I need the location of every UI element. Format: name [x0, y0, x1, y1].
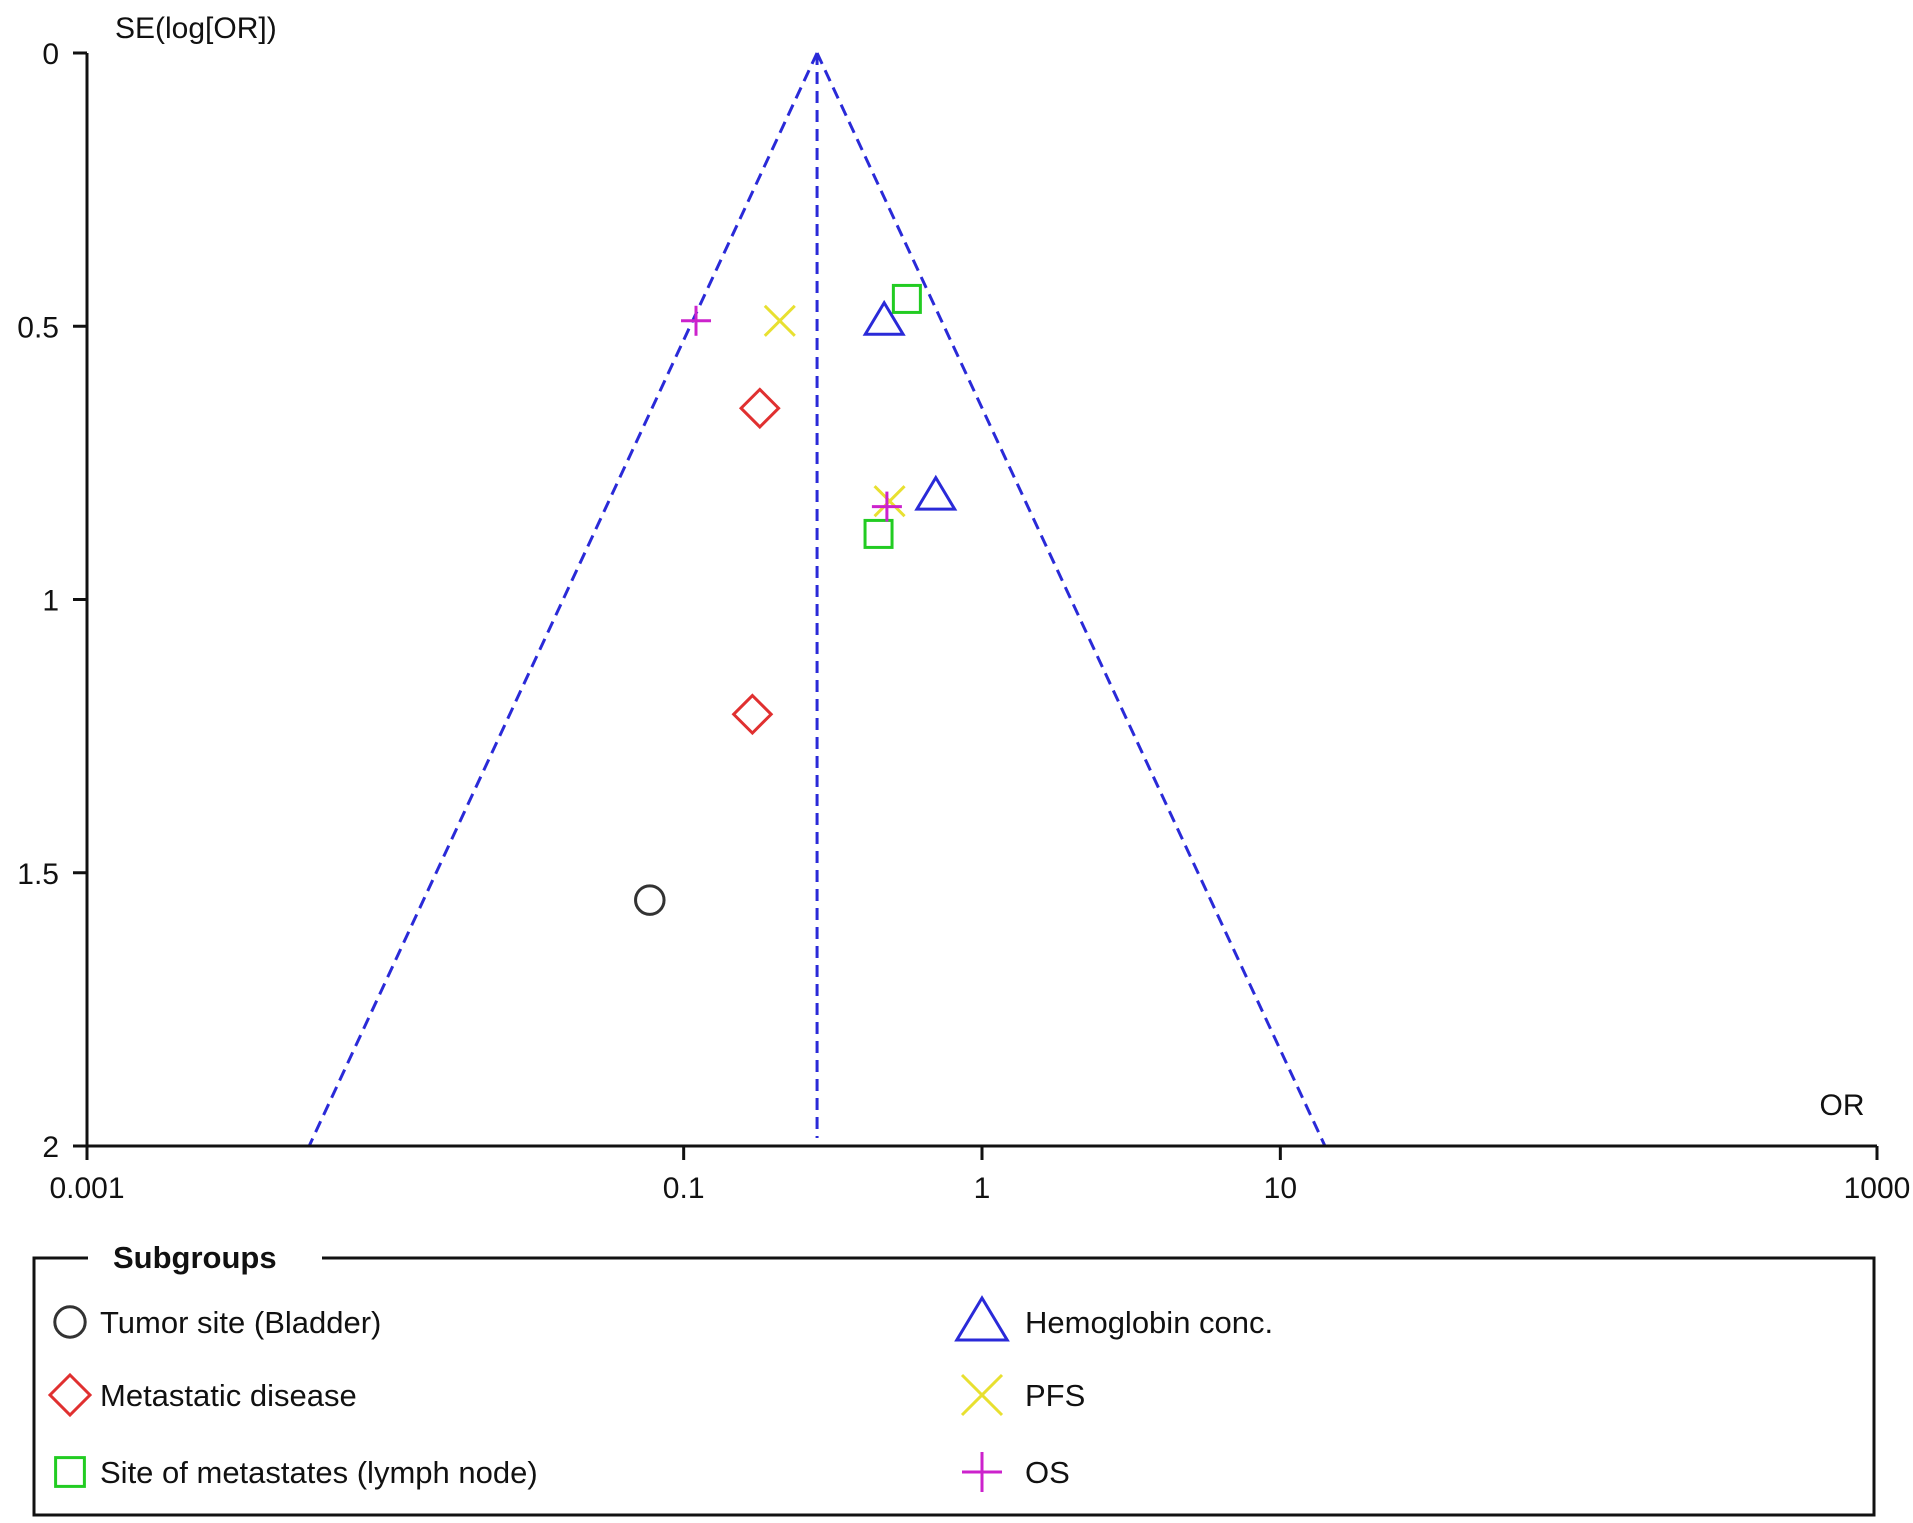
- x-tick-label: 1: [974, 1172, 991, 1205]
- legend-marker-square: [54, 1456, 86, 1488]
- data-point-diamond: [738, 387, 781, 430]
- triangle-marker: [954, 1295, 1010, 1342]
- x-tick-label: 0.001: [49, 1172, 124, 1205]
- data-point-square: [863, 518, 894, 549]
- legend-item: Hemoglobin conc.: [954, 1295, 1273, 1342]
- diamond-marker: [47, 1372, 93, 1418]
- x-marker-stroke: [763, 304, 796, 337]
- funnel-left-limit: [307, 52, 819, 1147]
- circle-marker: [634, 884, 666, 916]
- diamond-marker: [731, 693, 774, 736]
- funnel-right-limit: [815, 52, 1327, 1147]
- data-point-plus: [681, 305, 712, 336]
- square-marker: [863, 518, 894, 549]
- data-point-plus: [871, 491, 902, 522]
- legend-marker-plus: [962, 1452, 1002, 1492]
- funnel-lines: [307, 52, 1327, 1147]
- x-marker-stroke: [960, 1373, 1004, 1417]
- y-tick-label: 0: [42, 38, 59, 71]
- legend-label: OS: [1025, 1455, 1070, 1490]
- legend-label: PFS: [1025, 1378, 1085, 1413]
- y-tick-label: 1.5: [17, 858, 59, 891]
- circle-marker: [53, 1305, 87, 1339]
- legend-frame: [32, 1256, 1876, 1517]
- legend-item: OS: [962, 1452, 1070, 1492]
- data-point-x: [763, 304, 796, 337]
- data-points: [634, 283, 958, 916]
- legend-label: Tumor site (Bladder): [100, 1305, 381, 1340]
- legend: Subgroups Tumor site (Bladder) Metastatic…: [32, 1240, 1876, 1517]
- triangle-marker: [914, 474, 958, 511]
- legend-items: Tumor site (Bladder) Metastatic disease Si…: [47, 1295, 1273, 1492]
- legend-marker-x: [960, 1373, 1004, 1417]
- diamond-marker: [738, 387, 781, 430]
- data-point-triangle: [914, 474, 958, 511]
- legend-label: Hemoglobin conc.: [1025, 1305, 1273, 1340]
- legend-item: Metastatic disease: [47, 1372, 357, 1418]
- axes: [85, 53, 1877, 1148]
- x-ticks: 0.001 0.1 1 10 1000: [49, 1146, 1910, 1205]
- legend-marker-diamond: [47, 1372, 93, 1418]
- square-marker: [54, 1456, 86, 1488]
- data-point-square: [891, 283, 922, 314]
- x-tick-label: 1000: [1844, 1172, 1911, 1205]
- y-tick-label: 1: [42, 585, 59, 618]
- legend-marker-circle: [53, 1305, 87, 1339]
- y-axis-title: SE(log[OR]): [115, 12, 277, 45]
- triangle-marker: [862, 299, 906, 336]
- legend-item: PFS: [960, 1373, 1085, 1417]
- x-tick-label: 0.1: [663, 1172, 705, 1205]
- y-ticks: 0 0.5 1 1.5 2: [17, 38, 87, 1164]
- x-axis-title: OR: [1820, 1089, 1865, 1122]
- legend-item: Tumor site (Bladder): [53, 1305, 381, 1340]
- y-tick-label: 0.5: [17, 311, 59, 344]
- x-tick-label: 10: [1264, 1172, 1297, 1205]
- legend-label: Site of metastates (lymph node): [100, 1455, 538, 1490]
- legend-item: Site of metastates (lymph node): [54, 1455, 538, 1490]
- data-point-x: [873, 485, 906, 518]
- data-point-triangle: [862, 299, 906, 336]
- legend-label: Metastatic disease: [100, 1378, 357, 1413]
- square-marker: [891, 283, 922, 314]
- legend-marker-triangle: [954, 1295, 1010, 1342]
- y-tick-label: 2: [42, 1131, 59, 1164]
- x-marker-stroke: [873, 485, 906, 518]
- data-point-diamond: [731, 693, 774, 736]
- data-point-circle: [634, 884, 666, 916]
- legend-title: Subgroups: [113, 1240, 277, 1275]
